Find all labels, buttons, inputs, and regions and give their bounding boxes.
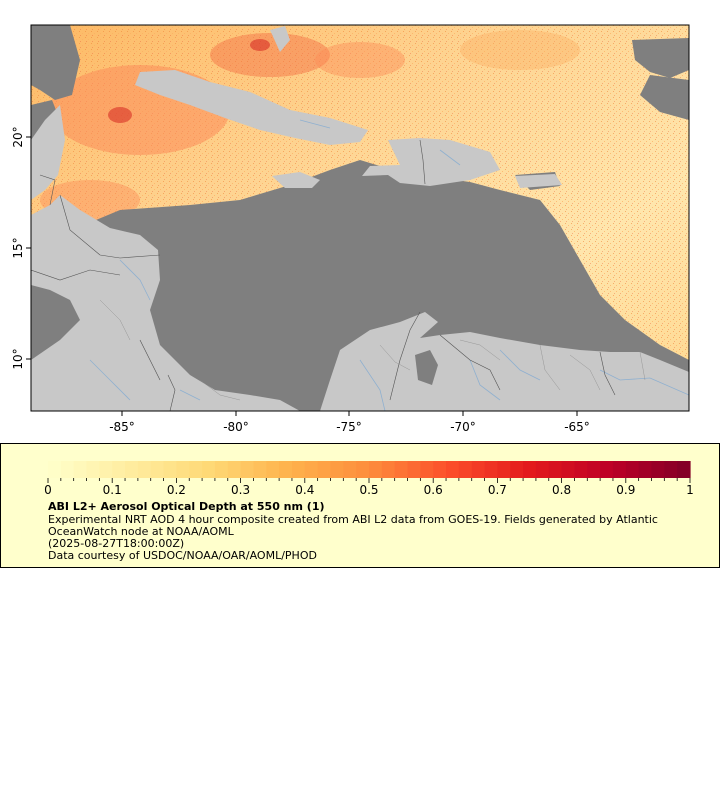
colorbar-ticks — [47, 478, 691, 483]
colorbar-tick-label: 0.5 — [359, 483, 378, 497]
colorbar-cell — [73, 461, 88, 478]
colorbar-cell — [112, 461, 126, 478]
colorbar-cell — [330, 461, 344, 478]
colorbar-cell — [317, 461, 332, 478]
colorbar-cell — [125, 461, 139, 478]
colorbar-cell — [266, 461, 280, 478]
rivers — [89, 119, 689, 411]
colorbar-cell — [202, 461, 216, 478]
colorbar-cell — [561, 461, 576, 478]
colorbar-cell — [150, 461, 165, 478]
map-border — [30, 24, 690, 412]
colorbar-cell — [48, 461, 62, 478]
colorbar-cell — [625, 461, 640, 478]
colorbar-cell — [574, 461, 588, 478]
lat-tick-label: 15° — [11, 237, 25, 258]
aod-high-patches — [40, 30, 580, 220]
map-area[interactable] — [31, 25, 689, 411]
colorbar-tick-label: 0.1 — [103, 483, 122, 497]
colorbar-cells — [48, 461, 691, 478]
colorbar-cell — [548, 461, 563, 478]
colorbar-cell — [291, 461, 306, 478]
colorbar-cell — [381, 461, 396, 478]
colorbar-tick-label: 0.6 — [424, 483, 443, 497]
gulf-waters — [31, 25, 80, 100]
state-borders — [99, 299, 646, 401]
colorbar-cell — [99, 461, 113, 478]
colorbar-cell — [163, 461, 177, 478]
lon-tick-label: -70° — [450, 420, 476, 434]
legend-panel: 0 0.1 0.2 0.3 0.4 0.5 0.6 0.7 0.8 0.9 1 ABI L2+ Ae… — [0, 443, 720, 568]
colorbar: 0 0.1 0.2 0.3 0.4 0.5 0.6 0.7 0.8 0.9 1 — [44, 461, 694, 497]
legend-timestamp: (2025-08-27T18:00:00Z) — [48, 537, 185, 550]
colorbar-cell — [651, 461, 665, 478]
colorbar-cell — [189, 461, 203, 478]
colorbar-cell — [227, 461, 242, 478]
colorbar-tick-label: 0.7 — [488, 483, 507, 497]
colorbar-labels: 0 0.1 0.2 0.3 0.4 0.5 0.6 0.7 0.8 0.9 1 — [44, 483, 694, 497]
lon-tick-label: -85° — [109, 420, 135, 434]
colorbar-cell — [497, 461, 511, 478]
latitude-axis: 20° 15° 10° — [11, 126, 31, 370]
colorbar-cell — [240, 461, 255, 478]
country-borders — [31, 139, 616, 411]
colorbar-tick-label: 0 — [44, 483, 52, 497]
lon-tick-label: -65° — [564, 420, 590, 434]
colorbar-cell — [612, 461, 627, 478]
legend-description-continued: OceanWatch node at NOAA/AOML — [48, 525, 234, 538]
colorbar-cell — [535, 461, 550, 478]
legend-credit: Data courtesy of USDOC/NOAA/OAR/AOML/PHO… — [48, 549, 317, 562]
colorbar-cell — [677, 461, 691, 478]
colorbar-cell — [407, 461, 421, 478]
colorbar-cell — [253, 461, 267, 478]
cuba — [135, 70, 368, 145]
colorbar-cell — [600, 461, 614, 478]
lon-tick-label: -80° — [223, 420, 249, 434]
lon-tick-label: -75° — [336, 420, 362, 434]
south-america — [320, 312, 689, 411]
colorbar-tick-label: 1 — [686, 483, 694, 497]
colorbar-cell — [304, 461, 319, 478]
bahamas — [270, 26, 290, 52]
colorbar-tick-label: 0.9 — [616, 483, 635, 497]
colorbar-tick-label: 0.4 — [295, 483, 314, 497]
colorbar-tick-label: 0.3 — [231, 483, 250, 497]
longitude-axis: -85° -80° -75° -70° -65° — [109, 411, 590, 434]
legend-title: ABI L2+ Aerosol Optical Depth at 550 nm … — [48, 500, 325, 513]
central-america — [31, 195, 300, 411]
legend-description: Experimental NRT AOD 4 hour composite cr… — [48, 513, 658, 526]
yucatan — [31, 105, 65, 200]
colorbar-cell — [279, 461, 293, 478]
colorbar-cell — [587, 461, 601, 478]
jamaica — [272, 172, 320, 188]
colorbar-cell — [176, 461, 190, 478]
colorbar-cell — [137, 461, 152, 478]
colorbar-cell — [420, 461, 434, 478]
map-frame: -85° -80° -75° -70° -65° 20° 15° 10° — [11, 24, 690, 434]
colorbar-cell — [60, 461, 75, 478]
colorbar-cell — [664, 461, 678, 478]
colorbar-cell — [446, 461, 460, 478]
colorbar-cell — [471, 461, 486, 478]
colorbar-cell — [356, 461, 370, 478]
colorbar-cell — [394, 461, 409, 478]
colorbar-cell — [214, 461, 229, 478]
hispaniola — [362, 138, 500, 186]
lake-maracaibo — [415, 350, 438, 385]
colorbar-cell — [343, 461, 357, 478]
colorbar-cell — [638, 461, 653, 478]
colorbar-cell — [484, 461, 498, 478]
colorbar-cell — [86, 461, 100, 478]
colorbar-tick-label: 0.2 — [167, 483, 186, 497]
lat-tick-label: 10° — [11, 348, 25, 369]
colorbar-cell — [510, 461, 524, 478]
lat-tick-label: 20° — [11, 126, 25, 147]
colorbar-cell — [523, 461, 537, 478]
colorbar-tick-label: 0.8 — [552, 483, 571, 497]
colorbar-cell — [433, 461, 447, 478]
colorbar-cell — [369, 461, 383, 478]
colorbar-cell — [458, 461, 473, 478]
puerto-rico — [515, 174, 562, 188]
